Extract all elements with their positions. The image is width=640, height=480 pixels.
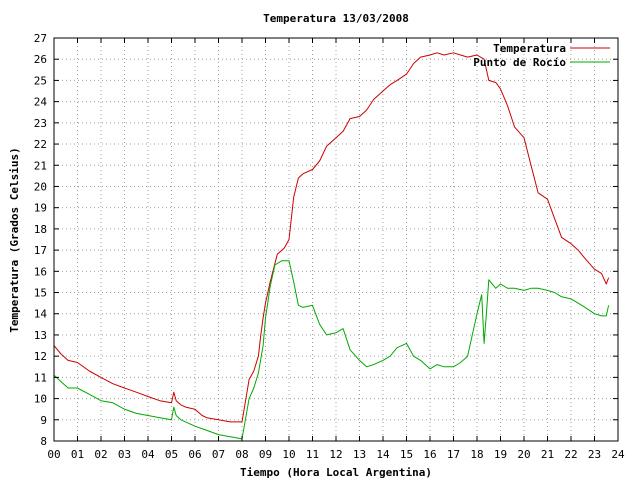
x-tick-label: 18 <box>470 448 483 461</box>
y-tick-label: 10 <box>34 393 47 406</box>
y-tick-label: 17 <box>34 244 47 257</box>
y-tick-label: 20 <box>34 180 47 193</box>
series-lines <box>53 52 610 440</box>
x-tick-label: 00 <box>47 448 60 461</box>
x-tick-label: 04 <box>141 448 155 461</box>
y-tick-label: 11 <box>34 371 47 384</box>
y-tick-label: 26 <box>34 53 47 66</box>
x-axis-label: Tiempo (Hora Local Argentina) <box>240 466 432 479</box>
x-tick-label: 22 <box>564 448 577 461</box>
y-tick-label: 18 <box>34 223 47 236</box>
x-tick-label: 19 <box>494 448 507 461</box>
x-tick-label: 14 <box>376 448 390 461</box>
x-tick-label: 16 <box>423 448 436 461</box>
y-tick-label: 21 <box>34 159 47 172</box>
y-tick-label: 19 <box>34 202 47 215</box>
series-line-temperatura <box>53 52 610 423</box>
y-tick-label: 22 <box>34 138 47 151</box>
x-tick-label: 03 <box>118 448 131 461</box>
x-tick-label: 02 <box>94 448 107 461</box>
y-tick-label: 13 <box>34 329 47 342</box>
legend-label-temperatura: Temperatura <box>493 42 566 55</box>
x-tick-label: 15 <box>400 448 413 461</box>
y-tick-label: 27 <box>34 32 47 45</box>
y-tick-label: 25 <box>34 74 47 87</box>
y-tick-label: 15 <box>34 287 47 300</box>
x-tick-label: 01 <box>71 448 84 461</box>
chart-title: Temperatura 13/03/2008 <box>263 12 409 25</box>
x-tick-label: 13 <box>353 448 366 461</box>
x-tick-label: 20 <box>517 448 530 461</box>
x-tick-label: 10 <box>282 448 295 461</box>
x-tick-label: 23 <box>588 448 601 461</box>
y-tick-label: 12 <box>34 350 47 363</box>
y-tick-label: 8 <box>40 435 47 448</box>
y-tick-label: 23 <box>34 117 47 130</box>
x-tick-label: 08 <box>235 448 248 461</box>
x-tick-label: 21 <box>541 448 554 461</box>
x-tick-label: 05 <box>165 448 178 461</box>
y-tick-label: 9 <box>40 414 47 427</box>
y-tick-label: 24 <box>34 96 48 109</box>
x-tick-label: 17 <box>447 448 460 461</box>
x-tick-labels: 00 01 02 03 04 05 06 07 08 09 10 11 12 13 14 15 16 17 18 19… <box>47 448 625 461</box>
x-tick-label: 07 <box>212 448 225 461</box>
x-tick-label: 09 <box>259 448 272 461</box>
x-tick-label: 11 <box>306 448 319 461</box>
legend-label-punto-de-rocio: Punto de Rocío <box>473 56 566 69</box>
x-tick-label: 24 <box>611 448 625 461</box>
y-tick-label: 14 <box>34 308 48 321</box>
series-line-punto-de-rocio <box>53 260 610 440</box>
x-tick-label: 12 <box>329 448 342 461</box>
y-tick-label: 16 <box>34 265 47 278</box>
legend: Temperatura Punto de Rocío <box>473 42 610 69</box>
x-tick-label: 06 <box>188 448 201 461</box>
y-tick-labels: 8 9 10 11 12 13 14 15 16 17 18 19 20 21 22 23 24 25 26 27 <box>34 32 48 448</box>
ticks <box>53 37 619 442</box>
y-axis-label: Temperatura (Grados Celsius) <box>8 147 21 332</box>
